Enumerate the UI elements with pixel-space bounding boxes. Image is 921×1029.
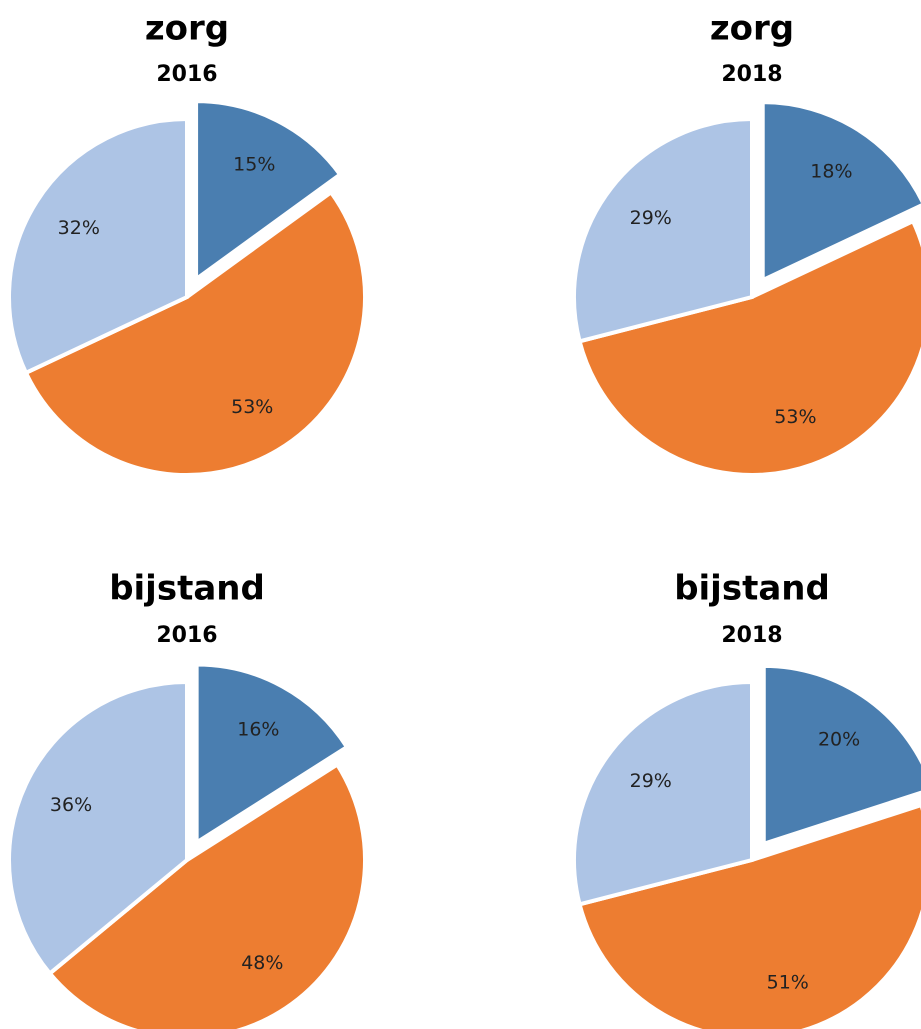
pie-slice [23,189,367,477]
pie-slice [47,761,367,1029]
data-label: 51% [767,972,809,994]
chart-title: bijstand [674,569,830,609]
data-label: 29% [630,770,672,792]
pie-slice [194,99,343,284]
pie-slice [761,663,921,847]
data-label: 16% [237,719,279,741]
pie-slice [760,100,921,284]
data-label: 18% [810,160,852,182]
pie-slice [577,218,921,477]
data-label: 36% [50,794,92,816]
data-label: 29% [630,207,672,229]
pie-chart: zorg 2016 15% 53% 32% [7,9,367,477]
pie-slice [572,116,754,344]
chart-title: bijstand [109,569,265,609]
chart-title: zorg [145,9,229,49]
pie-slice [194,662,350,847]
pie-chart: zorg 2018 18% 53% 29% [572,9,921,477]
data-label: 53% [231,396,273,418]
pie-slice [572,679,754,907]
chart-subtitle: 2018 [721,623,782,648]
data-label: 32% [58,217,100,239]
pie-chart: bijstand 2018 20% 51% 29% [572,569,921,1029]
data-label: 20% [818,729,860,751]
chart-subtitle: 2016 [156,62,217,87]
pie-slice [7,116,189,376]
chart-subtitle: 2018 [721,62,782,87]
data-label: 15% [233,153,275,175]
data-label: 48% [241,952,283,974]
chart-subtitle: 2016 [156,623,217,648]
pie-slice [7,679,189,977]
chart-title: zorg [710,9,794,49]
pie-slice [577,802,921,1029]
pie-chart: bijstand 2016 16% 48% 36% [7,569,367,1029]
data-label: 53% [774,406,816,428]
